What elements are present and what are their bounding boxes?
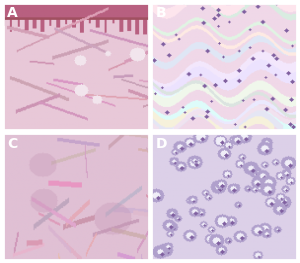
Text: C: C: [8, 136, 18, 151]
Text: A: A: [8, 7, 18, 21]
Text: D: D: [156, 136, 167, 151]
Text: B: B: [156, 7, 167, 21]
